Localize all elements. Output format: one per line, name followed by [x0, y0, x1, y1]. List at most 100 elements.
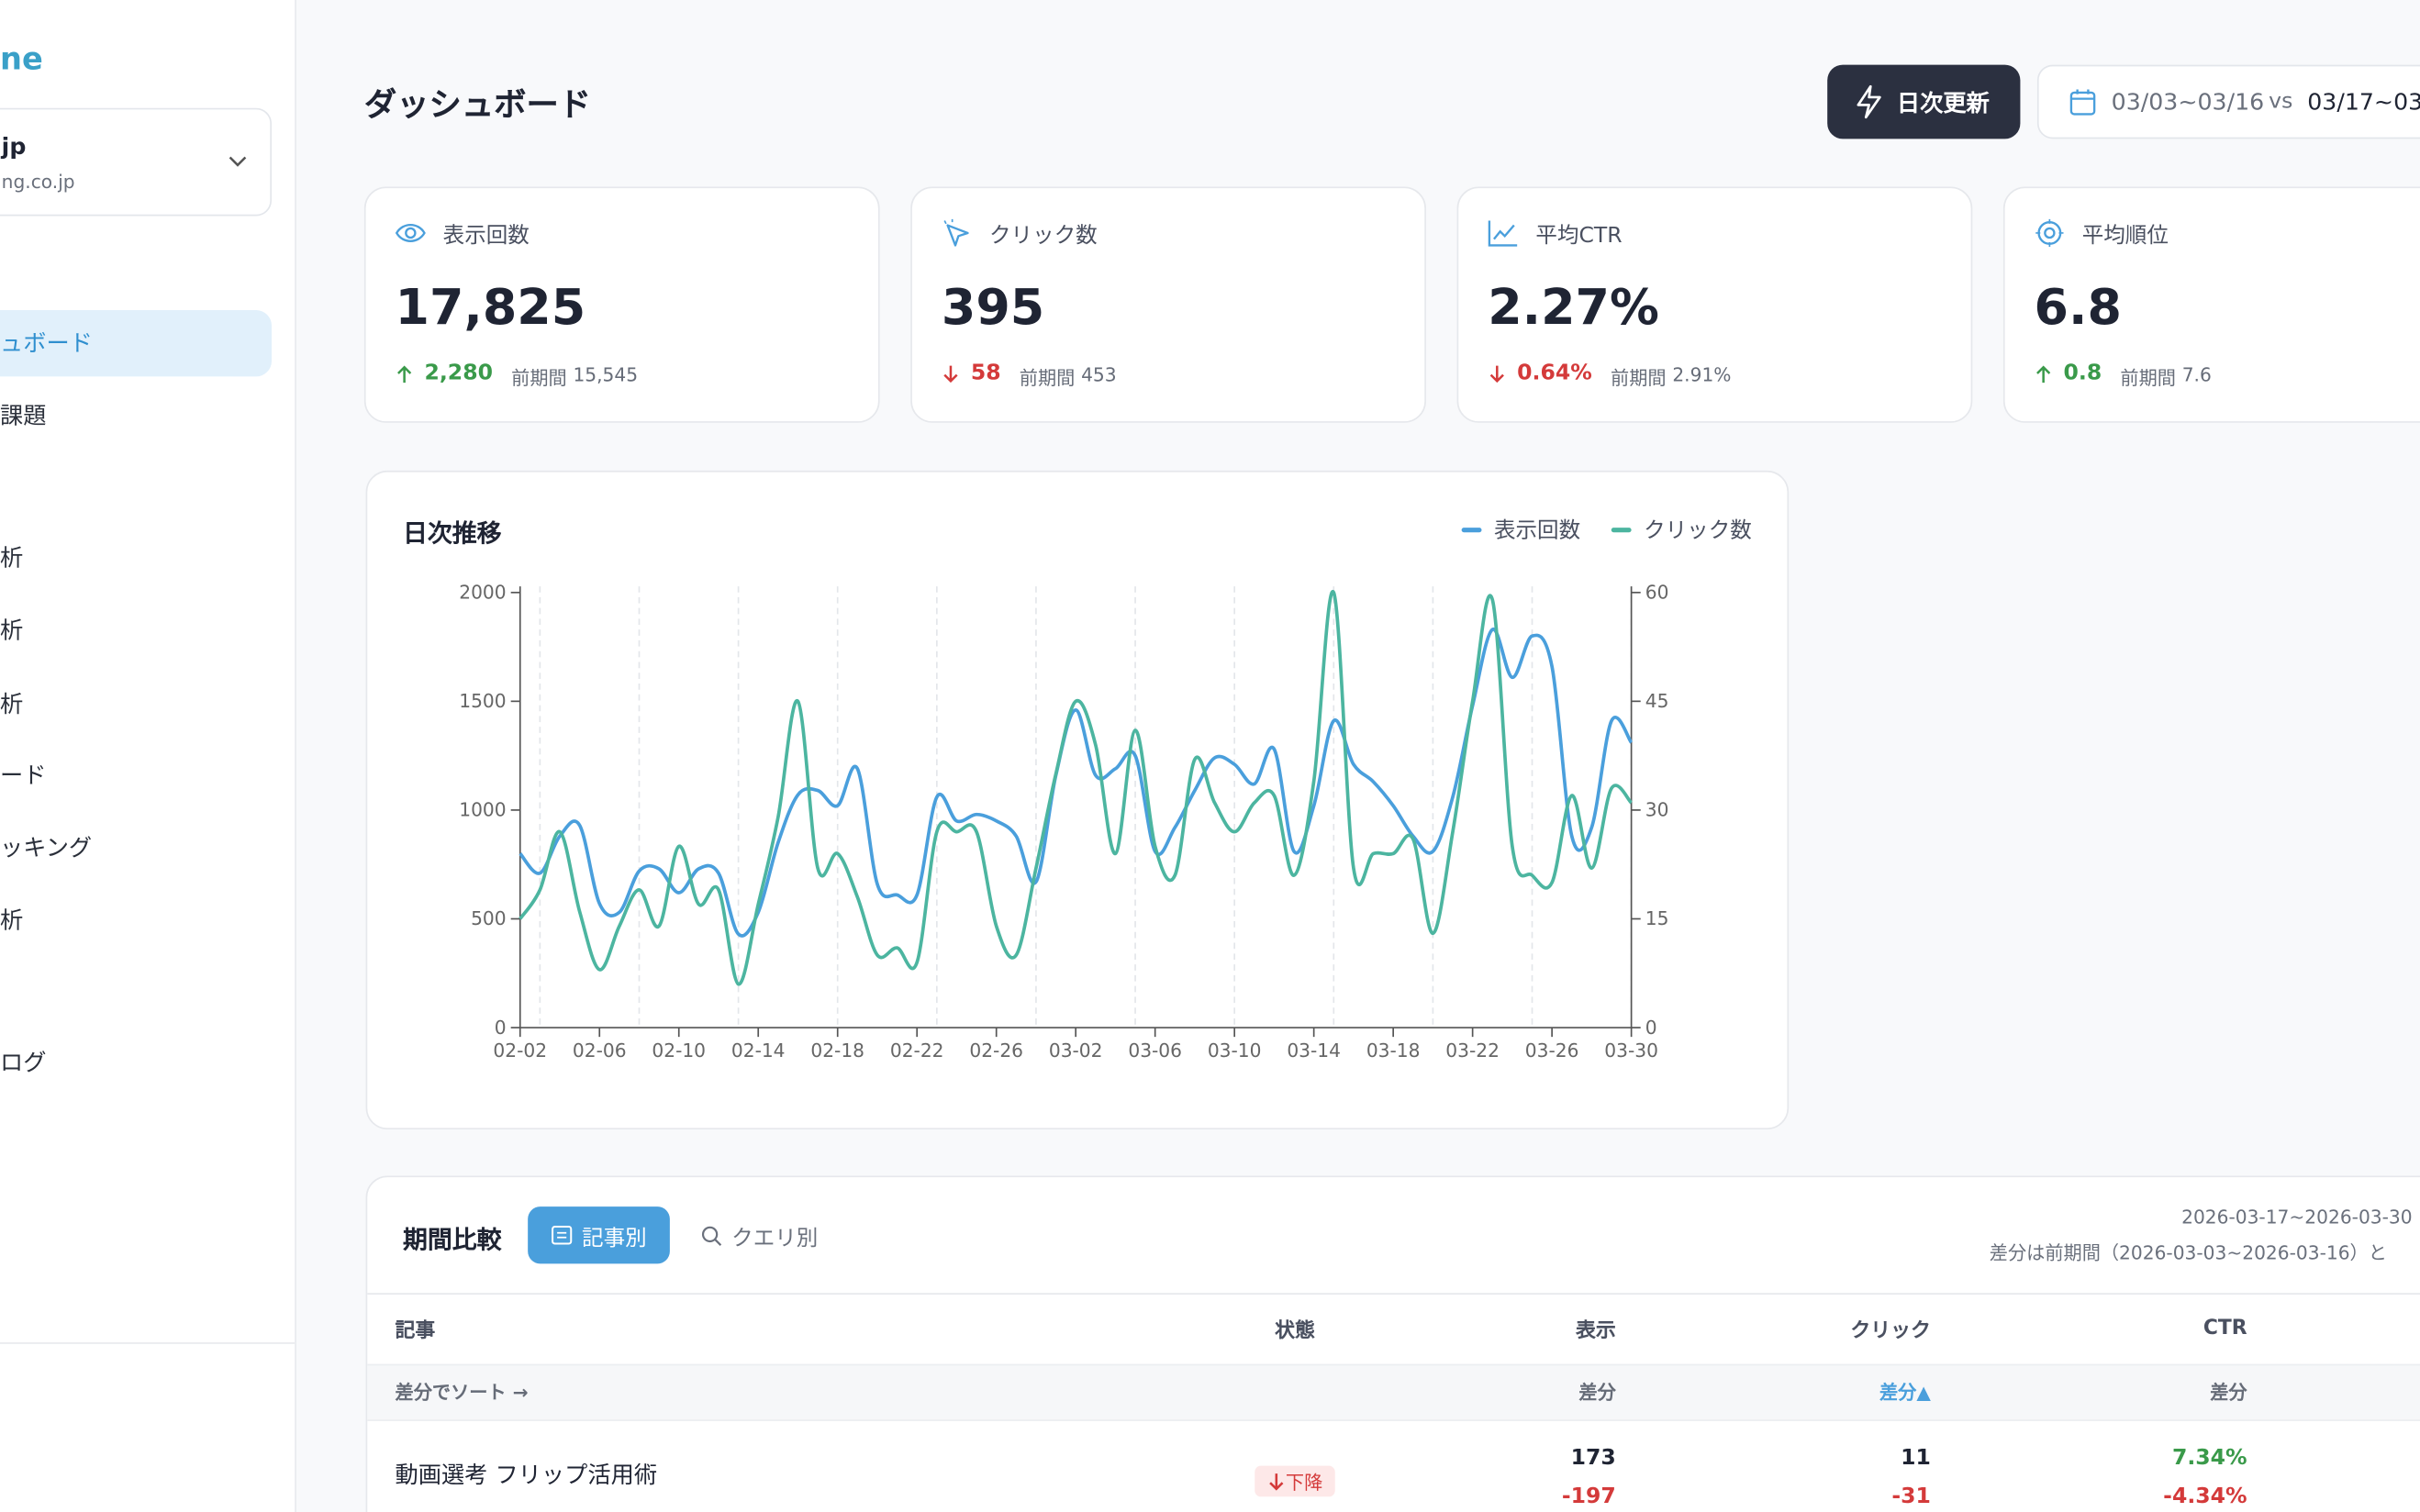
y2-tick-label: 60 [1645, 582, 1669, 604]
cell-value: 7.34% [2171, 1445, 2247, 1471]
x-tick-label: 03-02 [1049, 1040, 1103, 1062]
nav-item[interactable]: 析 [0, 543, 24, 573]
period: 2026-03-17~2026-03-30 [2181, 1206, 2413, 1228]
cell-value: 11 [1901, 1445, 1931, 1471]
period-note: 差分は前期間（2026-03-03~2026-03-16）と [1989, 1241, 2387, 1264]
kpi-label: 平均順位 [2081, 223, 2169, 249]
calendar-icon [2069, 89, 2096, 116]
nav-active [0, 310, 272, 377]
col-header: CTR [2203, 1317, 2247, 1340]
col-header: 記事 [395, 1319, 436, 1343]
range-compare: 03/17~03/ [2307, 87, 2420, 117]
kpi-value: 2.27% [1488, 277, 1659, 337]
tab-label: 記事別 [582, 1226, 647, 1251]
chevron [229, 156, 247, 167]
comparison-card: 期間比較 記事別 クエリ別 2026-03-17~2026-03-30 差分は前… [365, 1175, 2420, 1512]
date-range[interactable]: 03/03~03/16 vs 03/17~03/ [2036, 64, 2420, 139]
y-tick-label: 1000 [459, 799, 506, 821]
kpi-value: 395 [941, 277, 1045, 337]
x-tick-label: 02-10 [652, 1040, 706, 1062]
cell-diff: -197 [1561, 1484, 1616, 1509]
status-arrow [1269, 1473, 1284, 1491]
legend-swatch [1611, 528, 1632, 533]
delta-arrow [2036, 365, 2051, 384]
nav-item[interactable]: 析 [0, 690, 24, 718]
y-tick-label: 500 [471, 907, 507, 929]
previous-value: 2.91% [1672, 363, 1732, 386]
kpi-card: 平均CTR 2.27% 0.64% 前期間 2.91% [1456, 186, 1973, 423]
x-tick-label: 03-26 [1525, 1040, 1579, 1062]
sort-header[interactable]: 差分 [2210, 1382, 2247, 1404]
update-button[interactable]: 日次更新 [1827, 64, 2021, 139]
col-header: クリック [1850, 1319, 1931, 1343]
chart-title: 日次推移 [402, 518, 502, 549]
cell-diff: -31 [1891, 1484, 1931, 1509]
kpi-delta: 58 [970, 361, 1001, 386]
kpi-delta: 0.64% [1517, 361, 1592, 386]
sort-header[interactable]: 差分 [1578, 1382, 1616, 1404]
nav-item[interactable]: ッキング [0, 833, 93, 862]
list-icon [552, 1225, 573, 1245]
line-series [519, 628, 1634, 938]
site-selector[interactable]: jp ng.co.jp [0, 107, 272, 217]
previous-value: 453 [1081, 363, 1117, 386]
search-icon [701, 1226, 722, 1246]
x-tick-label: 03-14 [1287, 1040, 1341, 1062]
line-series [519, 590, 1634, 986]
x-tick-label: 02-22 [890, 1040, 944, 1062]
x-tick-label: 03-22 [1445, 1040, 1500, 1062]
site-domain: ng.co.jp [1, 171, 75, 194]
kpi-delta: 0.8 [2063, 361, 2102, 386]
update-label: 日次更新 [1896, 89, 1990, 117]
y2-tick-label: 30 [1645, 799, 1669, 821]
subheader-row [367, 1363, 2420, 1421]
sort-label[interactable]: 差分でソート → [395, 1382, 529, 1404]
y-tick-label: 1500 [459, 690, 506, 712]
kpi-icon [943, 218, 969, 247]
kpi-card: クリック数 395 58 前期間 453 [910, 186, 1426, 423]
legend-label: 表示回数 [1493, 518, 1581, 543]
kpi-icon [2035, 218, 2064, 248]
x-tick-label: 02-02 [493, 1040, 547, 1062]
y-tick-label: 2000 [459, 582, 506, 604]
x-tick-label: 03-06 [1128, 1040, 1182, 1062]
col-text: 状態 [1275, 1319, 1315, 1343]
range-current: 03/03~03/16 [2111, 87, 2265, 117]
nav-item[interactable]: ログ [0, 1048, 47, 1077]
nav-item[interactable]: ュボード [0, 329, 93, 358]
previous-label: 前期間 [1019, 367, 1076, 389]
cell-diff: -4.34% [2163, 1484, 2247, 1509]
cell-value: 173 [1570, 1445, 1616, 1471]
tab-label: クエリ別 [731, 1226, 819, 1251]
previous-value: 7.6 [2181, 363, 2212, 386]
previous-value: 15,545 [573, 363, 639, 386]
brand: ne [0, 39, 43, 78]
nav-item[interactable]: 析 [0, 616, 24, 645]
sort-header[interactable]: 差分▲ [1879, 1382, 1931, 1404]
comparison-title: 期間比較 [402, 1225, 502, 1255]
kpi-icon [1488, 220, 1518, 247]
site-name: jp [1, 132, 27, 161]
x-tick-label: 02-18 [810, 1040, 864, 1062]
divider [0, 1342, 296, 1344]
tab-queries[interactable]: クエリ別 [701, 1206, 840, 1263]
nav-item[interactable]: ード [0, 761, 47, 790]
nav-item[interactable]: 課題 [0, 402, 47, 430]
tab-articles[interactable]: 記事別 [528, 1206, 670, 1264]
x-tick-label: 02-06 [573, 1040, 627, 1062]
chart: 0 500 1000 1500 2000 0 15 30 45 60 02-02 02-06 02-10… [459, 582, 1669, 1062]
delta-arrow [943, 365, 958, 384]
nav-item[interactable]: 析 [0, 906, 24, 935]
col-header: 表示 [1576, 1319, 1616, 1343]
delta-arrow [1489, 365, 1504, 384]
chart-card: 日次推移 クリック数 表示回数 0 500 1000 1500 2000 0 15 30 45 60… [365, 470, 1790, 1130]
sidebar: ne jp ng.co.jp ュボード 課題析析析ード ッキング析ログ [0, 0, 296, 1512]
status-badge: 下降 [1255, 1465, 1335, 1497]
y2-tick-label: 45 [1645, 690, 1669, 712]
kpi-value: 6.8 [2034, 277, 2122, 337]
previous-label: 前期間 [511, 367, 567, 389]
legend-label: クリック数 [1644, 518, 1752, 543]
x-tick-label: 03-10 [1208, 1040, 1262, 1062]
